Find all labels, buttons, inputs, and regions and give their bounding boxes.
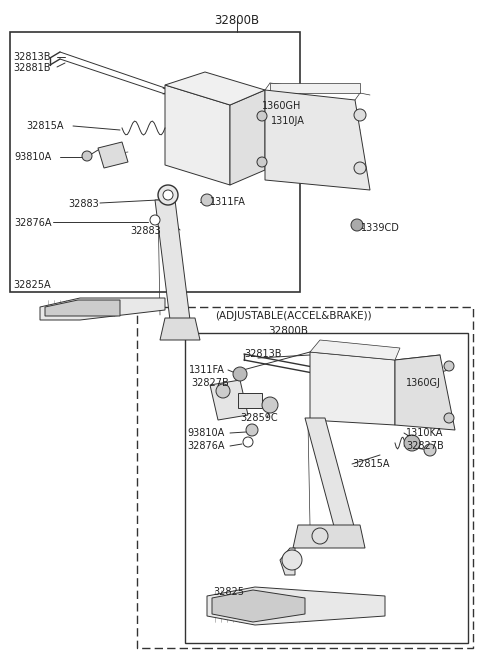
Text: 32825A: 32825A (13, 280, 50, 290)
Circle shape (354, 162, 366, 174)
Circle shape (282, 550, 302, 570)
Text: 32881B: 32881B (13, 63, 50, 73)
Text: 93810A: 93810A (187, 428, 224, 438)
Polygon shape (305, 418, 355, 530)
Polygon shape (310, 340, 400, 360)
Polygon shape (230, 90, 265, 185)
Text: 32815A: 32815A (352, 459, 389, 469)
Text: 1360GH: 1360GH (262, 101, 301, 111)
Text: 32813B: 32813B (244, 349, 281, 359)
Polygon shape (265, 90, 370, 190)
Polygon shape (310, 352, 395, 425)
Circle shape (82, 151, 92, 161)
Text: 32825: 32825 (213, 587, 244, 597)
Circle shape (444, 361, 454, 371)
Text: 32876A: 32876A (14, 218, 51, 228)
Polygon shape (160, 318, 200, 340)
Polygon shape (98, 142, 128, 168)
Circle shape (158, 185, 178, 205)
Bar (323, 365, 378, 407)
Bar (185, 333, 468, 643)
Text: 32883: 32883 (68, 199, 99, 209)
Text: (ADJUSTABLE(ACCEL&BRAKE)): (ADJUSTABLE(ACCEL&BRAKE)) (215, 311, 372, 321)
Text: 32813B: 32813B (13, 52, 50, 62)
Text: 32883: 32883 (130, 226, 161, 236)
Polygon shape (40, 298, 165, 320)
Circle shape (216, 384, 230, 398)
Text: 1360GJ: 1360GJ (406, 378, 441, 388)
Polygon shape (207, 587, 385, 625)
Circle shape (354, 109, 366, 121)
Polygon shape (165, 85, 230, 185)
Polygon shape (293, 525, 365, 548)
Bar (185, 112, 223, 164)
Text: 32815A: 32815A (26, 121, 63, 131)
Circle shape (150, 215, 160, 225)
Polygon shape (210, 380, 248, 420)
Circle shape (351, 219, 363, 231)
Circle shape (233, 367, 247, 381)
Text: 32859C: 32859C (240, 413, 277, 423)
Text: 32827B: 32827B (406, 441, 444, 451)
Circle shape (262, 397, 278, 413)
Polygon shape (155, 200, 190, 320)
Text: 1311FA: 1311FA (189, 365, 225, 375)
Circle shape (163, 190, 173, 200)
Circle shape (243, 437, 253, 447)
Circle shape (444, 413, 454, 423)
Text: 1310JA: 1310JA (271, 116, 305, 126)
Bar (137, 307, 473, 648)
Bar (270, 83, 360, 93)
Text: 32876A: 32876A (187, 441, 225, 451)
Text: 1310KA: 1310KA (406, 428, 444, 438)
Polygon shape (280, 548, 295, 575)
Polygon shape (45, 300, 120, 316)
Polygon shape (165, 72, 265, 105)
Text: 1311FA: 1311FA (210, 197, 246, 207)
Circle shape (312, 528, 328, 544)
Circle shape (257, 111, 267, 121)
Polygon shape (395, 355, 455, 430)
Circle shape (201, 194, 213, 206)
Circle shape (424, 444, 436, 456)
Text: 32827B: 32827B (191, 378, 229, 388)
Bar (278, 110, 338, 165)
Text: 1339CD: 1339CD (361, 223, 400, 233)
Circle shape (257, 157, 267, 167)
Polygon shape (212, 590, 305, 622)
Text: 93810A: 93810A (14, 152, 51, 162)
Text: 32800B: 32800B (215, 14, 260, 27)
Polygon shape (238, 393, 262, 408)
Text: 32800B: 32800B (268, 326, 308, 336)
Circle shape (246, 424, 258, 436)
Bar (10, 32, 300, 292)
Circle shape (404, 435, 420, 451)
